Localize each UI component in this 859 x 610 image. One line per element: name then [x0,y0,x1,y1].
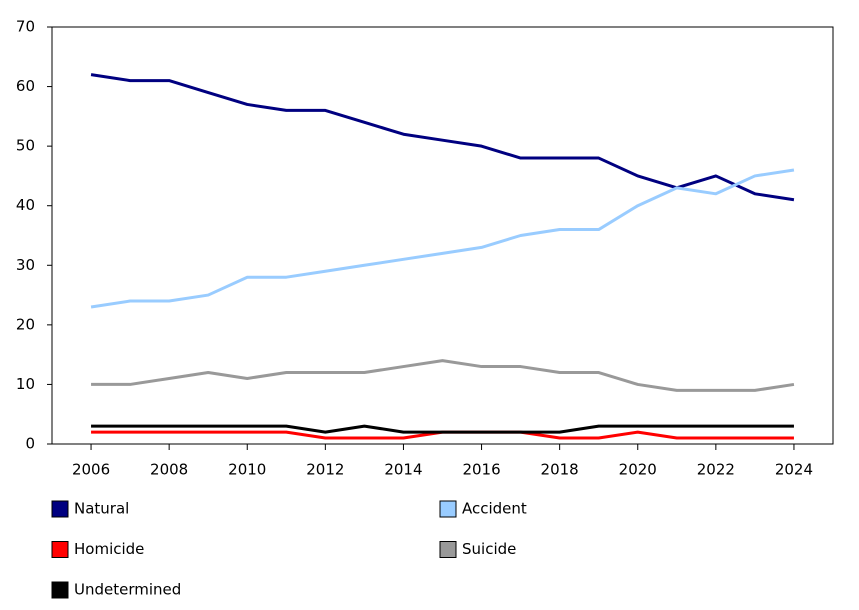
x-tick-label: 2006 [72,461,110,479]
y-tick-label: 0 [25,435,35,453]
y-tick-label: 10 [16,375,35,393]
x-tick-label: 2012 [306,461,344,479]
y-tick-label: 70 [16,18,35,36]
x-tick-label: 2016 [462,461,500,479]
y-tick-label: 20 [16,315,35,333]
legend-swatch [51,500,69,518]
x-tick-label: 2010 [228,461,266,479]
x-tick-label: 2018 [541,461,579,479]
legend-label: Suicide [462,540,516,558]
series-line [90,168,795,309]
y-tick-label: 60 [16,77,35,95]
legend-label: Homicide [74,540,144,558]
x-tick-label: 2024 [775,461,813,479]
legend-label: Undetermined [74,581,181,599]
series-line [90,73,795,202]
y-tick-label: 40 [16,196,35,214]
x-tick-label: 2022 [697,461,735,479]
y-tick-label: 50 [16,137,35,155]
y-tick-label: 30 [16,256,35,274]
x-tick-label: 2014 [384,461,422,479]
legend-label: Accident [462,500,527,518]
legend-swatch [51,541,69,558]
series-line [91,359,795,392]
legend-swatch [439,541,457,558]
plot-frame [51,26,834,445]
x-tick-label: 2020 [619,461,657,479]
legend-swatch [51,581,69,599]
legend-swatch [439,500,457,518]
x-tick-label: 2008 [150,461,188,479]
legend-label: Natural [74,500,129,518]
series-line [91,424,794,434]
